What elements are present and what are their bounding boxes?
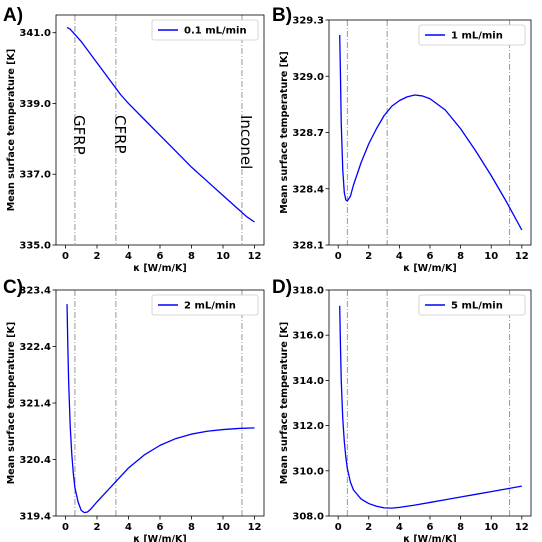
y-axis-label: Mean surface temperature [K] [6, 49, 17, 211]
y-axis-label: Mean surface temperature [K] [279, 51, 290, 213]
y-tick-label: 318.0 [292, 286, 324, 297]
y-axis-label: Mean surface temperature [K] [279, 322, 290, 484]
axes-frame [55, 289, 265, 517]
x-axis-label: κ [W/m/K] [133, 263, 186, 274]
panel-label: D) [272, 277, 292, 298]
x-tick-label: 6 [427, 251, 434, 262]
y-tick-label: 319.4 [19, 512, 51, 523]
x-tick-label: 4 [125, 251, 132, 262]
legend-box [151, 19, 259, 41]
y-tick-label: 323.4 [19, 286, 51, 297]
y-tick-label: 328.7 [292, 128, 324, 139]
material-annotation: Inconel [237, 115, 255, 169]
chart-panel-4: D) 0 2 4 6 8 10 12 308.0 310.0 312.0 314.0 316.0 318.… [272, 277, 532, 542]
data-series-line [339, 305, 522, 509]
data-series-line [66, 26, 255, 223]
x-tick-label: 6 [157, 522, 164, 533]
legend-label: 2 mL/min [184, 301, 236, 312]
x-tick-label: 6 [427, 522, 434, 533]
y-tick-label: 339.0 [19, 99, 51, 110]
x-tick-label: 0 [335, 251, 342, 262]
y-axis-label: Mean surface temperature [K] [6, 322, 17, 484]
material-annotation: CFRP [111, 115, 129, 154]
legend-label: 0.1 mL/min [184, 26, 247, 37]
x-tick-label: 4 [396, 522, 403, 533]
x-tick-label: 2 [93, 251, 100, 262]
x-tick-label: 10 [484, 251, 498, 262]
x-tick-label: 10 [216, 251, 230, 262]
legend: 2 mL/min [151, 294, 259, 316]
y-tick-label: 322.4 [19, 342, 51, 353]
x-tick-label: 4 [125, 522, 132, 533]
x-axis-label: κ [W/m/K] [403, 534, 456, 542]
x-tick-label: 4 [396, 251, 403, 262]
panel-label: B) [272, 5, 292, 26]
y-tick-label: 328.1 [292, 241, 324, 252]
y-tick-label: 320.4 [19, 455, 51, 466]
chart-panel-2: B) 0 2 4 6 8 10 12 328.1 328.4 328.7 329.0 329.3 κ [W… [272, 5, 532, 274]
legend: 5 mL/min [418, 294, 526, 316]
y-tick-label: 337.0 [19, 170, 51, 181]
x-tick-label: 8 [188, 522, 195, 533]
x-tick-label: 8 [457, 251, 464, 262]
x-tick-label: 0 [335, 522, 342, 533]
y-tick-label: 310.0 [292, 466, 324, 477]
x-tick-label: 8 [188, 251, 195, 262]
y-tick-label: 341.0 [19, 28, 51, 39]
x-tick-label: 10 [216, 522, 230, 533]
y-tick-label: 314.0 [292, 376, 324, 387]
legend-label: 5 mL/min [451, 301, 503, 312]
y-tick-label: 312.0 [292, 421, 324, 432]
chart-panel-1: A) GFRP CFRP Inconel 0 2 4 6 8 10 12 335.0 337.0 339.… [3, 5, 265, 274]
x-tick-label: 10 [484, 522, 498, 533]
material-annotation: GFRP [70, 115, 88, 155]
legend-box [418, 24, 526, 46]
y-tick-label: 328.4 [292, 184, 324, 195]
x-tick-label: 0 [62, 522, 69, 533]
y-tick-label: 335.0 [19, 241, 51, 252]
y-tick-label: 316.0 [292, 331, 324, 342]
panel-label: A) [3, 5, 23, 26]
x-tick-label: 6 [157, 251, 164, 262]
data-series-line [66, 304, 255, 514]
y-tick-label: 308.0 [292, 512, 324, 523]
x-tick-label: 12 [515, 251, 529, 262]
x-tick-label: 8 [457, 522, 464, 533]
x-axis-label: κ [W/m/K] [403, 263, 456, 274]
x-tick-label: 2 [365, 522, 372, 533]
x-tick-label: 2 [365, 251, 372, 262]
x-axis-label: κ [W/m/K] [133, 534, 186, 542]
x-tick-label: 12 [248, 251, 262, 262]
legend-label: 1 mL/min [451, 31, 503, 42]
legend: 1 mL/min [418, 24, 526, 46]
panel-label: C) [3, 277, 23, 298]
y-tick-label: 321.4 [19, 399, 51, 410]
legend-box [418, 294, 526, 316]
legend-box [151, 294, 259, 316]
x-tick-label: 0 [62, 251, 69, 262]
legend: 0.1 mL/min [151, 19, 259, 41]
chart-panel-3: C) 0 2 4 6 8 10 12 319.4 320.4 321.4 322.4 323.4 κ [W… [3, 277, 265, 542]
axes-frame [328, 19, 532, 246]
x-tick-label: 12 [515, 522, 529, 533]
data-series-line [339, 34, 523, 231]
axes-frame [328, 289, 532, 517]
x-tick-label: 2 [93, 522, 100, 533]
y-tick-label: 329.0 [292, 72, 324, 83]
y-tick-label: 329.3 [292, 16, 324, 27]
x-tick-label: 12 [248, 522, 262, 533]
